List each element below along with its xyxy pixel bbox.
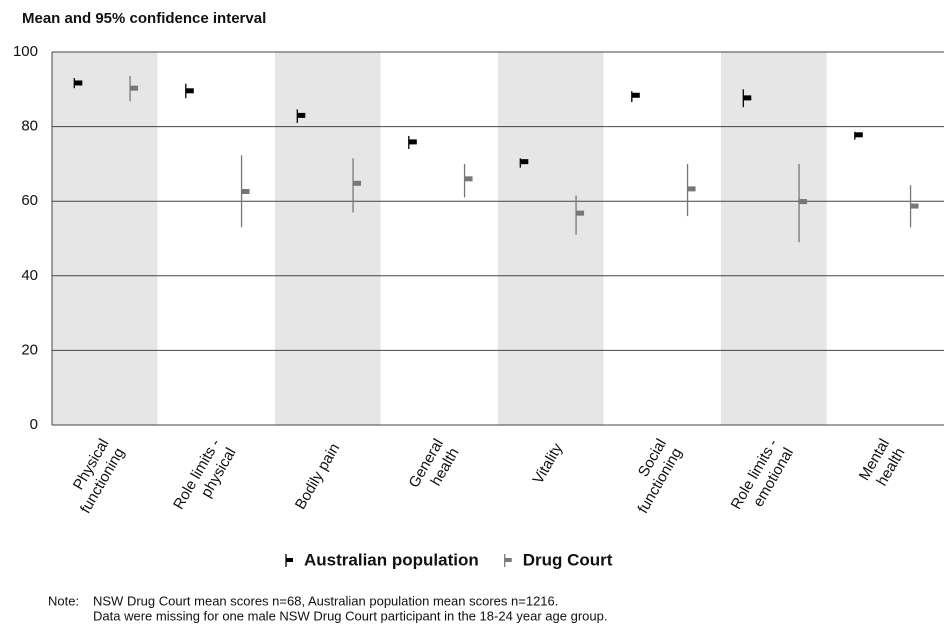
note-label: Note: [48,593,79,608]
band-shade [275,52,381,425]
y-tick-label: 80 [21,118,38,135]
mean-marker [799,199,808,205]
chart-title: Mean and 95% confidence interval [22,10,266,27]
mean-marker [910,203,919,209]
y-tick-label: 40 [21,267,38,284]
mean-marker [854,132,863,138]
y-tick-label: 20 [21,341,38,358]
legend-label: Drug Court [523,550,613,569]
mean-marker [576,210,585,216]
note: NSW Drug Court mean scores n=68, Austral… [93,593,558,608]
x-tick-label: Vitality [530,440,567,487]
band-shade [498,52,604,425]
legend-swatch [504,558,512,562]
x-tick-label: Role limits -physical [170,436,239,521]
x-tick-label: Mentalhealth [856,436,909,492]
mean-marker [520,159,529,165]
mean-marker [74,80,83,86]
mean-marker [353,180,362,186]
y-tick-label: 0 [30,416,38,433]
y-tick-label: 100 [13,43,38,60]
x-tick-label: Generalhealth [406,436,463,500]
mean-marker [297,112,306,118]
legend-swatch [286,558,293,562]
y-tick-label: 60 [21,192,38,209]
x-tick-label: Physicalfunctioning [61,436,128,516]
x-tick-label: Role limits -emotional [728,436,797,521]
band-shade [721,52,827,425]
mean-marker [130,85,139,91]
band-shade [52,52,158,425]
x-tick-label: Bodily pain [292,440,343,512]
x-tick-label: Socialfunctioning [619,436,686,516]
legend-label: Australian population [304,550,479,569]
mean-marker [185,88,194,94]
mean-marker [687,186,696,192]
note: Data were missing for one male NSW Drug … [93,608,607,623]
mean-marker [743,95,752,101]
mean-marker [241,189,250,195]
mean-marker [408,139,417,145]
mean-marker [464,176,473,182]
mean-marker [631,92,640,98]
